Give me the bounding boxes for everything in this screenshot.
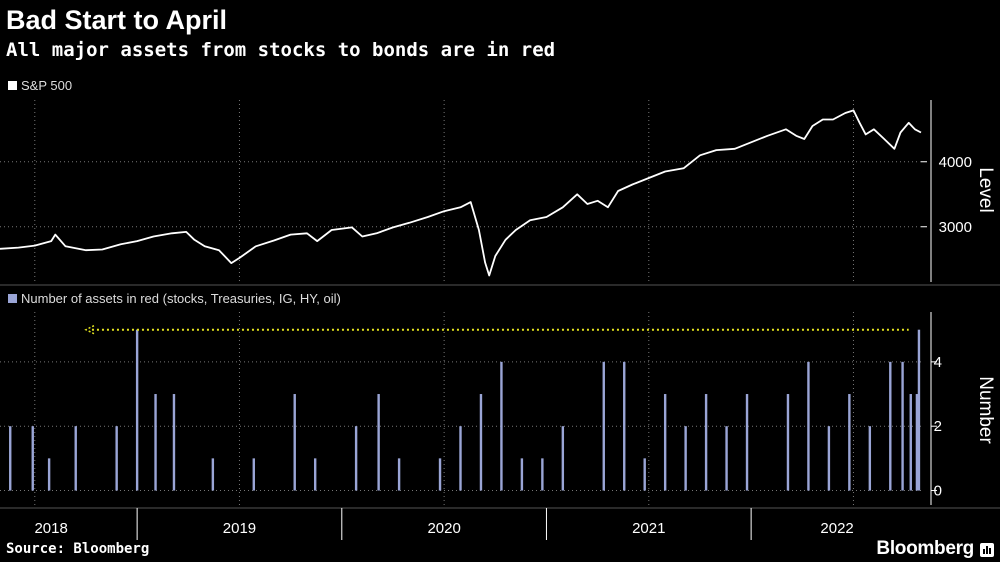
bar [663, 394, 667, 491]
bar [9, 426, 12, 491]
bar [725, 426, 728, 491]
bar [115, 426, 118, 491]
bar [438, 458, 442, 491]
x-tick-label: 2020 [427, 520, 460, 537]
bar [172, 394, 176, 491]
source-note: Source: Bloomberg [6, 541, 150, 557]
bar [459, 426, 462, 491]
bar [74, 426, 77, 491]
legend-sp500: S&P 500 [8, 78, 72, 93]
legend-sp500-label: S&P 500 [21, 78, 73, 93]
sp500-panel: 3000 4000 [0, 100, 972, 282]
bar [31, 426, 34, 491]
bar [917, 329, 921, 491]
legend-swatch-icon [8, 294, 17, 303]
bar [293, 394, 296, 491]
chart-subtitle: All major assets from stocks to bonds ar… [6, 39, 556, 61]
bloomberg-icon [980, 543, 994, 557]
bar [848, 394, 851, 491]
x-tick-label: 2019 [223, 520, 256, 537]
bar [154, 394, 157, 491]
assets-panel: 0 2 4 [9, 312, 942, 505]
bar [684, 426, 687, 491]
bar [786, 394, 790, 491]
bar [889, 361, 892, 491]
bar [211, 458, 215, 491]
bar [868, 426, 872, 491]
bar [313, 458, 317, 491]
bar [135, 329, 139, 491]
annotation-arrowhead [84, 325, 95, 335]
y-tick-label: 4 [934, 354, 942, 371]
legend-assets-label: Number of assets in red (stocks, Treasur… [21, 291, 341, 306]
bar [520, 458, 524, 491]
chart-title: Bad Start to April [6, 5, 228, 35]
y-tick-label: 2 [934, 418, 942, 435]
bar [745, 394, 749, 491]
bar [915, 394, 919, 491]
bar [602, 361, 605, 491]
legend-swatch-icon [8, 81, 17, 90]
bar [623, 361, 626, 491]
bar [479, 394, 483, 491]
bar [397, 458, 401, 491]
y-tick-label: 4000 [939, 154, 972, 171]
bar [541, 458, 544, 491]
bar [47, 458, 51, 491]
x-tick-label: 2022 [820, 520, 853, 537]
bar [807, 361, 810, 491]
bar [252, 458, 255, 491]
x-axis: 2018 2019 2020 2021 2022 [34, 508, 854, 540]
y-axis-label-number: Number [975, 376, 996, 444]
brand-logo: Bloomberg [876, 538, 974, 559]
bar [377, 394, 380, 491]
legend-assets-red: Number of assets in red (stocks, Treasur… [8, 291, 341, 306]
bar [827, 426, 831, 491]
bar [643, 458, 646, 491]
bar [561, 426, 565, 491]
bar [909, 394, 912, 491]
x-tick-label: 2021 [632, 520, 665, 537]
sp500-line [0, 109, 922, 277]
x-tick-label: 2018 [34, 520, 67, 537]
bar [901, 361, 904, 491]
bar [500, 361, 503, 491]
bar [704, 394, 708, 491]
bar [354, 426, 358, 491]
y-axis-label-level: Level [975, 167, 996, 212]
y-tick-label: 0 [934, 483, 942, 500]
y-tick-label: 3000 [939, 219, 972, 236]
